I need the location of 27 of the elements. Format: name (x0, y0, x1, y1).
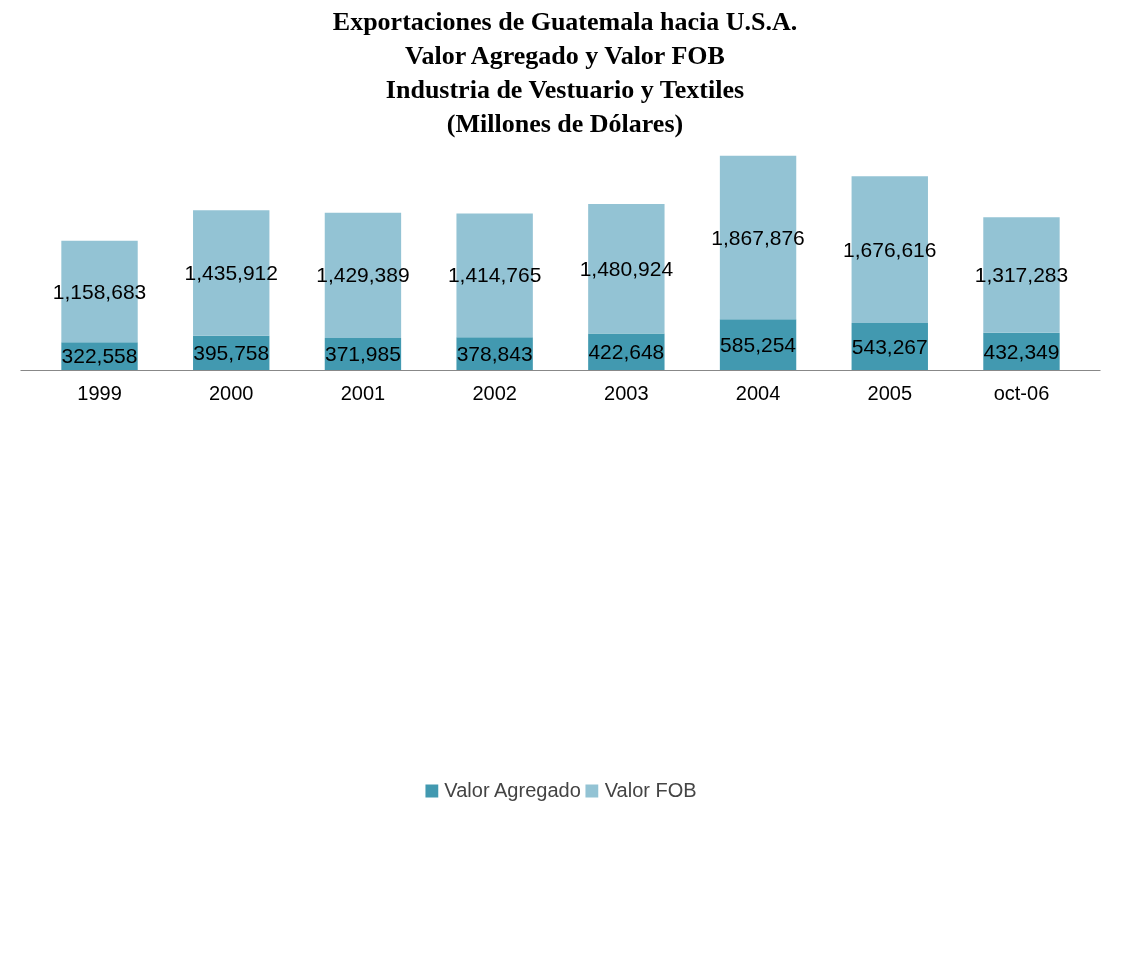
data-label: 422,648 (588, 340, 665, 363)
data-label: 1,429,389 (316, 263, 410, 287)
legend-label: Valor Agregado (444, 778, 581, 802)
x-tick-label: oct-06 (993, 381, 1050, 404)
x-tick-label: 2005 (867, 381, 913, 404)
x-tick-label: 1999 (77, 381, 122, 404)
data-label: 1,414,765 (447, 263, 542, 287)
data-label: 1,435,912 (184, 261, 278, 285)
data-label: 1,158,683 (52, 279, 147, 303)
x-tick-label: 2003 (604, 381, 649, 404)
x-tick-label: 2004 (735, 381, 781, 404)
x-tick-label: 2002 (472, 381, 517, 404)
legend-label: Valor FOB (604, 778, 697, 802)
data-label: 378,843 (456, 341, 533, 365)
data-label: 1,867,876 (711, 225, 805, 249)
data-label: 543,267 (851, 334, 928, 358)
x-tick-label: 2001 (340, 381, 386, 404)
data-label: 585,254 (720, 332, 797, 356)
data-label: 432,349 (983, 339, 1060, 363)
data-label: 322,558 (61, 344, 138, 368)
data-label: 371,985 (324, 342, 401, 366)
chart-title: Exportaciones de Guatemala hacia U.S.A. Valor Agregado y Valor FOB Industria de Vestuario y Textiles (Millones de Dólares) (332, 6, 798, 140)
data-label: 1,676,616 (843, 237, 937, 261)
x-tick-label: 2000 (208, 381, 254, 404)
data-label: 1,317,283 (974, 263, 1069, 287)
data-label: 395,758 (193, 341, 270, 365)
data-label: 1,480,924 (579, 256, 674, 280)
